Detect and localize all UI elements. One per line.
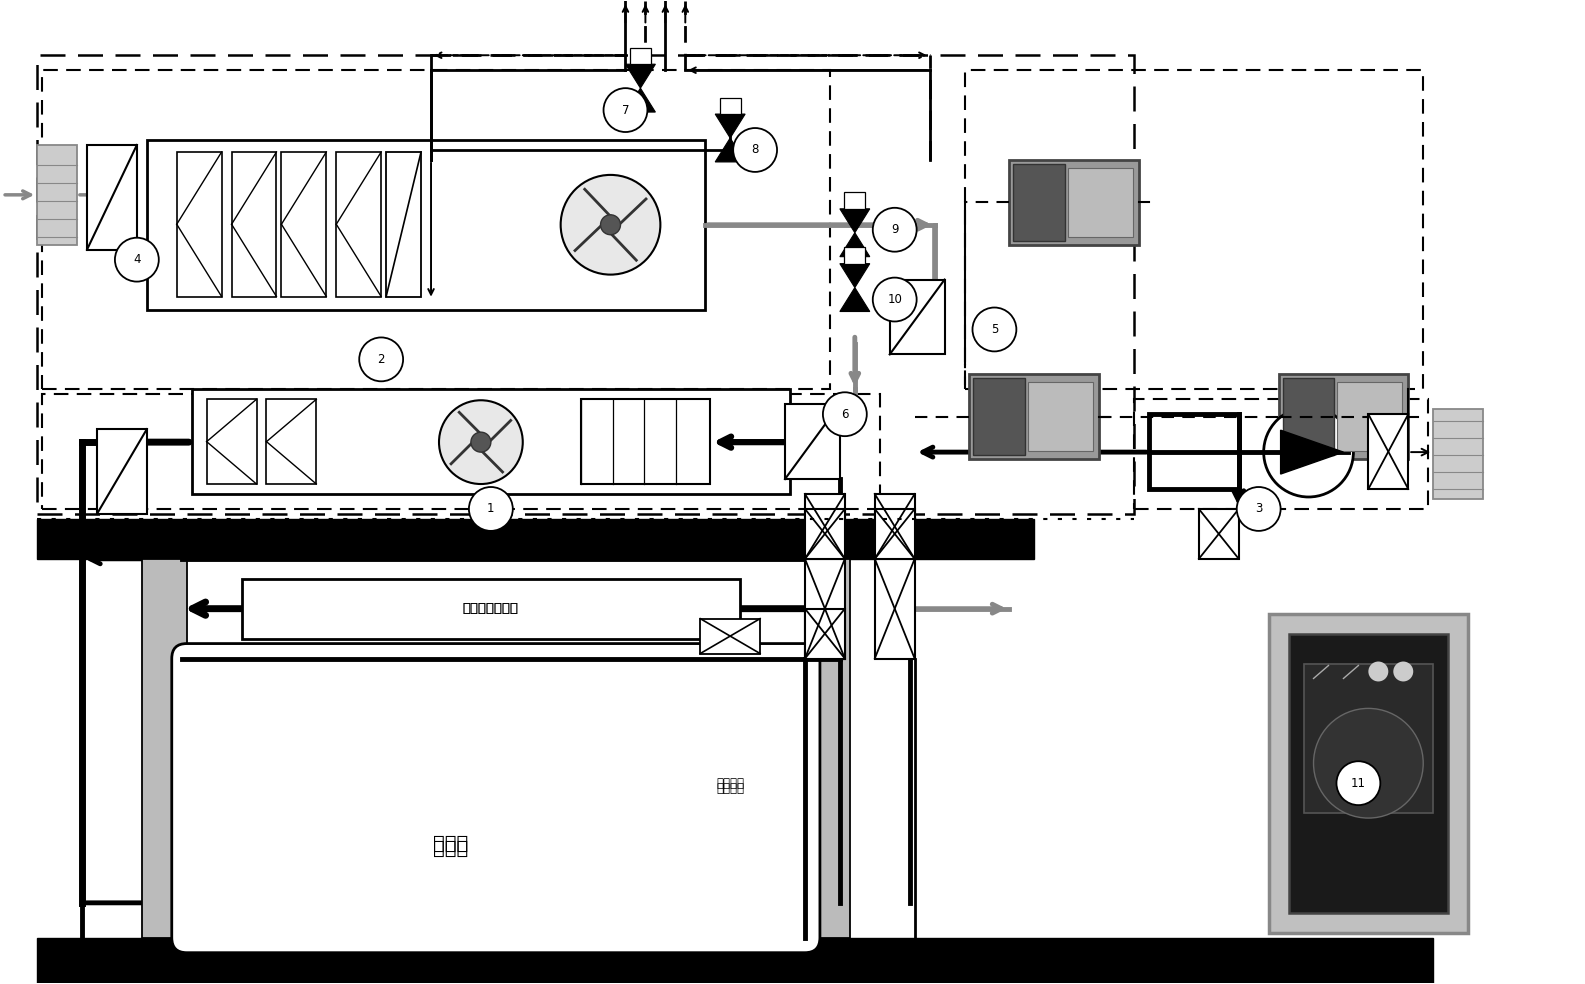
Circle shape — [1368, 661, 1388, 682]
Bar — [629, 48, 651, 64]
Bar — [36, 55, 1133, 514]
Bar — [805, 509, 845, 559]
Circle shape — [873, 277, 916, 322]
Bar — [192, 390, 789, 494]
Circle shape — [360, 338, 403, 382]
Circle shape — [823, 393, 867, 436]
Bar — [87, 145, 136, 250]
Text: 过滤风口: 过滤风口 — [716, 781, 745, 795]
Polygon shape — [840, 287, 870, 312]
Bar — [785, 404, 840, 479]
Bar — [970, 374, 1098, 460]
Bar — [1133, 400, 1428, 509]
Bar — [336, 152, 380, 296]
Circle shape — [1263, 407, 1354, 497]
Bar — [1338, 383, 1401, 451]
Polygon shape — [840, 209, 870, 233]
Bar — [36, 145, 78, 245]
Text: 4: 4 — [133, 253, 141, 266]
Polygon shape — [715, 114, 745, 138]
Bar — [36, 519, 1035, 559]
Bar — [1279, 374, 1407, 460]
Polygon shape — [626, 64, 655, 89]
Bar — [231, 152, 276, 296]
Text: 高效送风天花板: 高效送风天花板 — [463, 602, 518, 615]
Bar — [266, 400, 317, 484]
Bar — [282, 152, 327, 296]
Circle shape — [873, 208, 916, 252]
Text: 1: 1 — [487, 503, 495, 516]
Bar — [141, 559, 187, 938]
Bar — [805, 559, 850, 938]
Bar — [875, 509, 915, 559]
Bar — [889, 279, 945, 354]
Bar — [580, 400, 710, 484]
Circle shape — [439, 400, 523, 484]
Bar — [720, 97, 740, 114]
Bar — [701, 619, 761, 653]
Bar — [36, 938, 1433, 983]
Bar — [1027, 383, 1092, 451]
Text: 8: 8 — [751, 144, 759, 156]
Bar — [178, 152, 222, 296]
Bar — [1433, 409, 1484, 499]
Circle shape — [561, 175, 661, 275]
Bar — [965, 70, 1423, 390]
Text: 高效送风天花板: 高效送风天花板 — [463, 602, 518, 615]
Bar — [206, 400, 257, 484]
Circle shape — [601, 215, 620, 235]
Bar — [1303, 663, 1433, 813]
Text: 过滤风口: 过滤风口 — [716, 776, 745, 790]
Bar — [241, 579, 740, 639]
Bar — [1068, 168, 1133, 237]
Text: 手术室: 手术室 — [433, 838, 469, 857]
Circle shape — [973, 308, 1016, 351]
Text: 5: 5 — [991, 323, 999, 336]
Text: 9: 9 — [891, 223, 899, 236]
Bar — [805, 559, 845, 658]
Bar — [845, 192, 865, 209]
Bar — [805, 494, 845, 559]
Bar — [1010, 160, 1140, 245]
Bar — [1368, 414, 1407, 489]
Bar — [1268, 614, 1468, 933]
Bar — [875, 494, 915, 559]
Polygon shape — [840, 264, 870, 287]
Circle shape — [1236, 487, 1281, 531]
Polygon shape — [626, 89, 655, 112]
Circle shape — [1336, 762, 1381, 805]
Circle shape — [604, 89, 647, 132]
Circle shape — [734, 128, 777, 172]
Circle shape — [471, 432, 491, 452]
Bar — [97, 429, 147, 514]
Circle shape — [469, 487, 514, 531]
Bar — [147, 140, 705, 310]
FancyBboxPatch shape — [171, 644, 819, 953]
Text: 2: 2 — [377, 353, 385, 366]
Circle shape — [116, 238, 158, 281]
Text: 6: 6 — [842, 407, 848, 421]
Text: 7: 7 — [621, 103, 629, 116]
Text: 10: 10 — [888, 293, 902, 306]
Bar — [1289, 634, 1449, 913]
Bar — [1198, 509, 1239, 559]
Bar — [875, 559, 915, 658]
Bar — [43, 70, 831, 390]
Polygon shape — [1281, 430, 1344, 474]
Bar — [387, 152, 422, 296]
Bar — [973, 378, 1025, 456]
Circle shape — [1393, 661, 1414, 682]
Bar — [1149, 414, 1239, 489]
Bar — [845, 247, 865, 264]
Text: 手术室: 手术室 — [433, 833, 469, 852]
Polygon shape — [715, 138, 745, 162]
Text: 3: 3 — [1255, 503, 1262, 516]
Text: 11: 11 — [1350, 776, 1366, 790]
Bar — [43, 395, 880, 509]
Bar — [1013, 164, 1065, 241]
Bar — [805, 609, 845, 658]
Circle shape — [1314, 708, 1423, 818]
Bar — [1282, 378, 1335, 456]
Polygon shape — [840, 233, 870, 257]
